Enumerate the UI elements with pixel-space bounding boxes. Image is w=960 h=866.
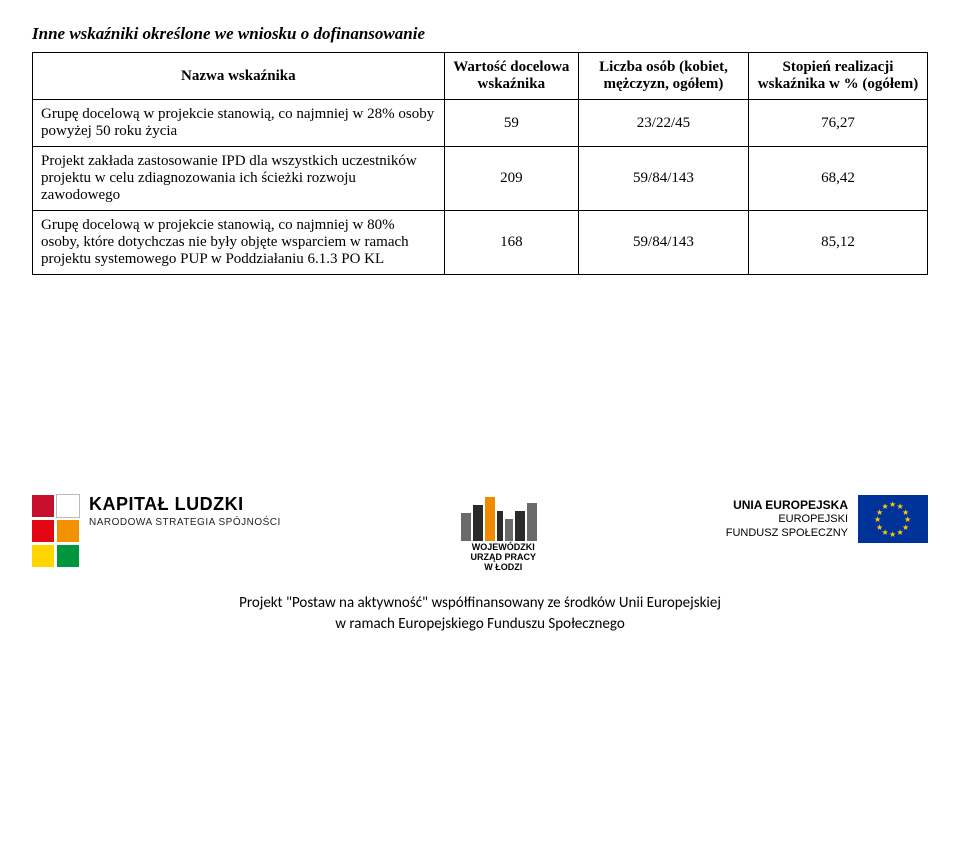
eu-star-icon: ★ bbox=[882, 502, 889, 511]
table-row: Grupę docelową w projekcie stanowią, co … bbox=[33, 100, 928, 147]
eu-logo: UNIA EUROPEJSKA EUROPEJSKI FUNDUSZ SPOŁE… bbox=[726, 495, 928, 543]
footer: KAPITAŁ LUDZKI NARODOWA STRATEGIA SPÓJNO… bbox=[32, 495, 928, 635]
cell-pct: 68,42 bbox=[748, 147, 927, 211]
eu-line-1: UNIA EUROPEJSKA bbox=[726, 498, 848, 513]
wup-bar bbox=[527, 503, 537, 541]
cell-name: Grupę docelową w projekcie stanowią, co … bbox=[33, 211, 445, 275]
wup-bar bbox=[485, 497, 495, 541]
wup-bar bbox=[515, 511, 525, 541]
table-header-row: Nazwa wskaźnika Wartość docelowa wskaźni… bbox=[33, 53, 928, 100]
kapital-ludzki-text: KAPITAŁ LUDZKI NARODOWA STRATEGIA SPÓJNO… bbox=[89, 495, 281, 528]
wup-bar bbox=[473, 505, 483, 541]
logo-square bbox=[57, 495, 79, 517]
cell-count: 23/22/45 bbox=[578, 100, 748, 147]
table-row: Projekt zakłada zastosowanie IPD dla wsz… bbox=[33, 147, 928, 211]
cell-target: 59 bbox=[444, 100, 578, 147]
col-header-target: Wartość docelowa wskaźnika bbox=[444, 53, 578, 100]
cell-name: Projekt zakłada zastosowanie IPD dla wsz… bbox=[33, 147, 445, 211]
kapital-ludzki-icon bbox=[32, 495, 79, 567]
footer-caption: Projekt "Postaw na aktywność" współfinan… bbox=[32, 593, 928, 635]
wup-icon bbox=[461, 495, 545, 541]
cell-count: 59/84/143 bbox=[578, 211, 748, 275]
logo-square bbox=[32, 495, 54, 517]
wup-line3: W ŁODZI bbox=[471, 563, 537, 573]
logo-square bbox=[32, 520, 54, 542]
footer-caption-line1: Projekt "Postaw na aktywność" współfinan… bbox=[32, 593, 928, 614]
kapital-ludzki-subtitle: NARODOWA STRATEGIA SPÓJNOŚCI bbox=[89, 518, 281, 529]
wup-bar bbox=[497, 511, 503, 541]
eu-text: UNIA EUROPEJSKA EUROPEJSKI FUNDUSZ SPOŁE… bbox=[726, 498, 848, 541]
wup-logo: WOJEWÓDZKI URZĄD PRACY W ŁODZI bbox=[461, 495, 545, 573]
wup-bar bbox=[505, 519, 513, 541]
footer-caption-line2: w ramach Europejskiego Funduszu Społeczn… bbox=[32, 614, 928, 635]
eu-line-2a: EUROPEJSKI bbox=[726, 513, 848, 527]
eu-star-icon: ★ bbox=[889, 500, 896, 509]
wup-text: WOJEWÓDZKI URZĄD PRACY W ŁODZI bbox=[471, 543, 537, 573]
table-row: Grupę docelową w projekcie stanowią, co … bbox=[33, 211, 928, 275]
col-header-name: Nazwa wskaźnika bbox=[33, 53, 445, 100]
eu-line-2b: FUNDUSZ SPOŁECZNY bbox=[726, 527, 848, 541]
kapital-ludzki-logo: KAPITAŁ LUDZKI NARODOWA STRATEGIA SPÓJNO… bbox=[32, 495, 281, 567]
cell-name: Grupę docelową w projekcie stanowią, co … bbox=[33, 100, 445, 147]
cell-target: 209 bbox=[444, 147, 578, 211]
kapital-ludzki-title: KAPITAŁ LUDZKI bbox=[89, 495, 281, 514]
indicators-table: Nazwa wskaźnika Wartość docelowa wskaźni… bbox=[32, 52, 928, 275]
eu-flag-icon: ★★★★★★★★★★★★ bbox=[858, 495, 928, 543]
cell-target: 168 bbox=[444, 211, 578, 275]
footer-logos: KAPITAŁ LUDZKI NARODOWA STRATEGIA SPÓJNO… bbox=[32, 495, 928, 573]
col-header-pct: Stopień realizacji wskaźnika w % (ogółem… bbox=[748, 53, 927, 100]
wup-bar bbox=[461, 513, 471, 541]
cell-pct: 76,27 bbox=[748, 100, 927, 147]
section-heading: Inne wskaźniki określone we wniosku o do… bbox=[32, 24, 928, 44]
col-header-count: Liczba osób (kobiet, mężczyzn, ogółem) bbox=[578, 53, 748, 100]
logo-square bbox=[57, 520, 79, 542]
logo-square bbox=[57, 545, 79, 567]
cell-pct: 85,12 bbox=[748, 211, 927, 275]
logo-square bbox=[32, 545, 54, 567]
cell-count: 59/84/143 bbox=[578, 147, 748, 211]
eu-star-icon: ★ bbox=[889, 530, 896, 539]
eu-star-icon: ★ bbox=[897, 528, 904, 537]
